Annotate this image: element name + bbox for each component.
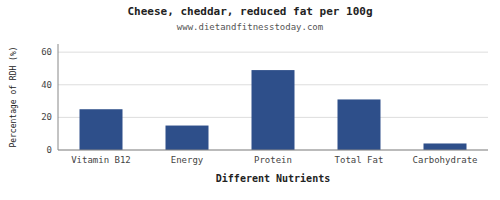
x-axis-label: Different Nutrients — [216, 173, 330, 184]
x-tick-label: Protein — [254, 155, 292, 165]
y-axis-label: Percentage of RDH (%) — [9, 46, 18, 147]
bar — [424, 143, 467, 150]
bar — [166, 126, 209, 150]
y-tick-label: 60 — [41, 47, 52, 57]
subtitle: www.dietandfitnesstoday.com — [177, 22, 323, 32]
chart-container: Cheese, cheddar, reduced fat per 100g www… — [0, 0, 500, 200]
title: Cheese, cheddar, reduced fat per 100g — [127, 5, 372, 18]
chart-svg: Cheese, cheddar, reduced fat per 100g www… — [0, 0, 500, 200]
x-tick-label: Vitamin B12 — [71, 155, 131, 165]
y-axis-line — [58, 44, 59, 150]
grid — [58, 52, 488, 150]
bars — [80, 70, 467, 150]
x-tick-label: Total Fat — [335, 155, 384, 165]
grid-line — [58, 52, 488, 53]
y-tick-label: 40 — [41, 80, 52, 90]
bar — [80, 109, 123, 150]
bar — [338, 99, 381, 150]
x-tick-label: Carbohydrate — [412, 155, 477, 165]
x-tick-label: Energy — [171, 155, 204, 165]
y-tick-label: 0 — [47, 145, 52, 155]
grid-line — [58, 150, 488, 151]
x-axis-line — [58, 150, 488, 151]
y-tick-label: 20 — [41, 112, 52, 122]
bar — [252, 70, 295, 150]
